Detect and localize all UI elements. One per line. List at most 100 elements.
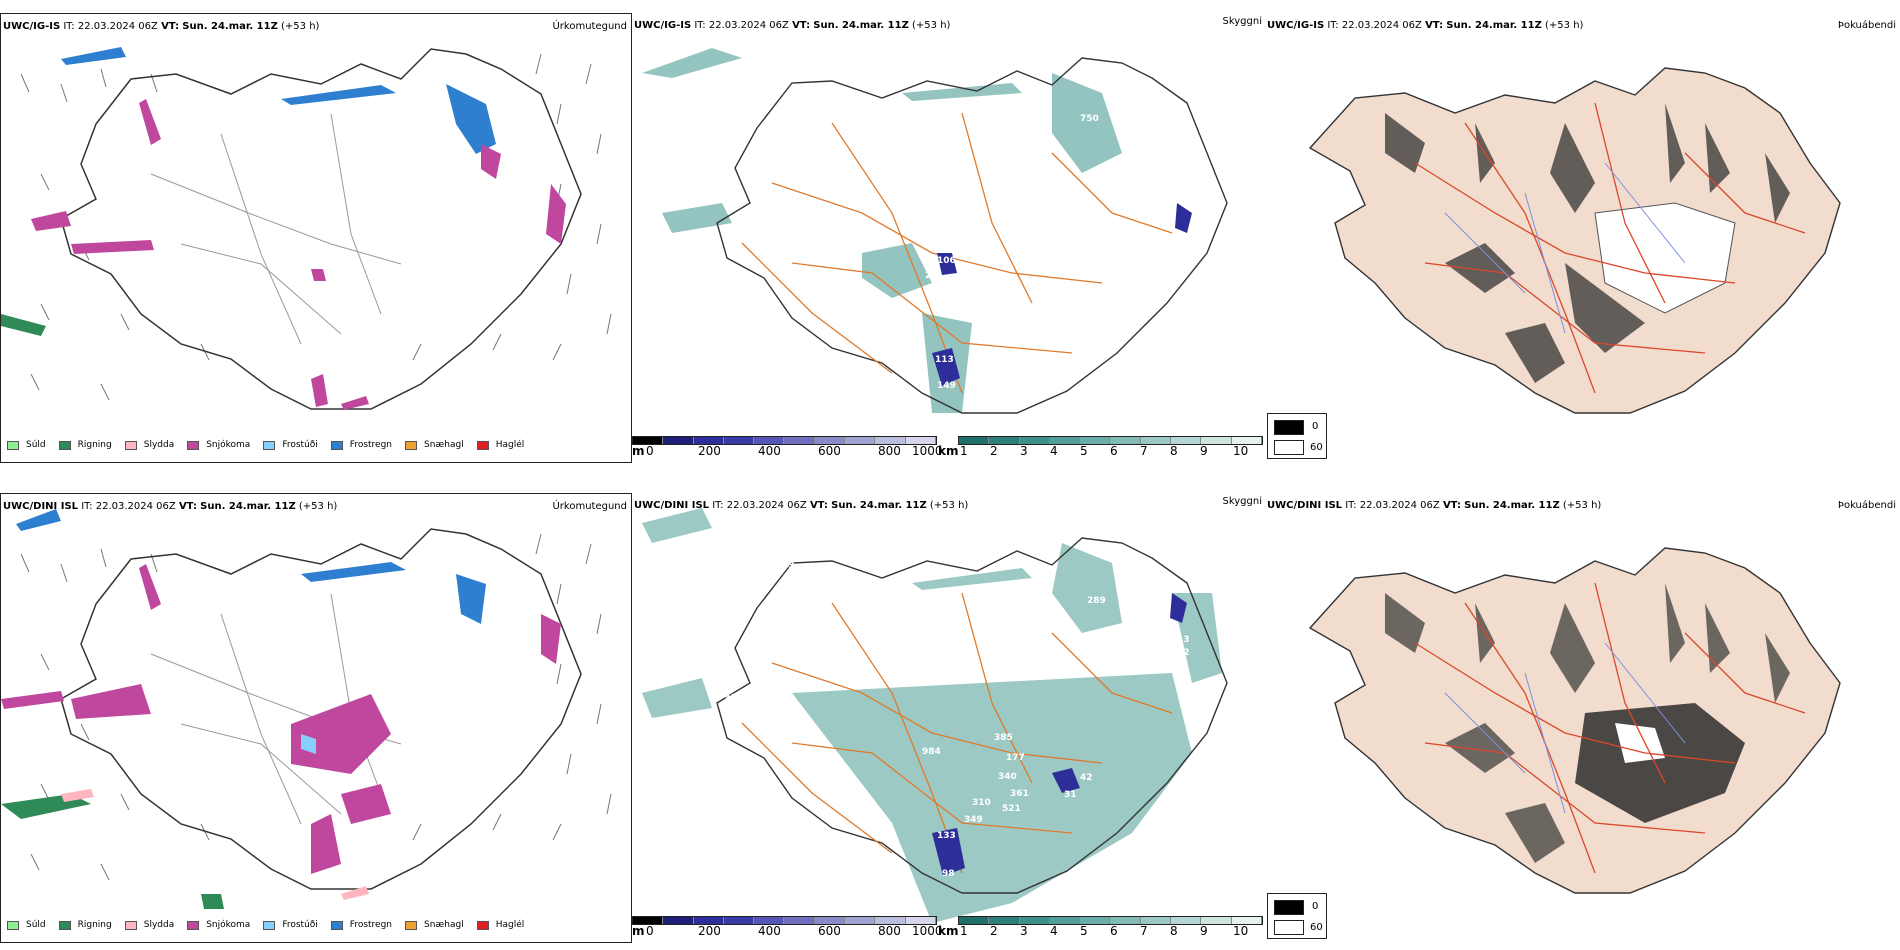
legend-item-frostudi: Frostúði [263, 920, 318, 930]
fog-swatch-white [1274, 440, 1304, 455]
legend-item-frostudi: Frostúði [263, 440, 318, 450]
model-name: UWC/DINI ISL [1267, 500, 1343, 511]
vt-label: VT: [178, 501, 197, 512]
model-name: UWC/DINI ISL [3, 501, 79, 512]
visibility-number: 31 [1064, 790, 1077, 800]
legend-swatch [263, 440, 276, 450]
visibility-m-unit: m [632, 924, 645, 938]
visibility-km-colorbar [958, 436, 1263, 445]
visibility-panel-title: Skyggni [1222, 16, 1262, 27]
visibility-map-row1: UWC/IG-IS IT: 22.03.2024 06Z VT: Sun. 24… [632, 13, 1264, 463]
vt-value: Sun. 24.mar. 11Z [1464, 500, 1560, 511]
visibility-number: 521 [1002, 804, 1021, 814]
lead-time: (+53 h) [281, 21, 320, 32]
visibility-number: 310 [972, 798, 991, 808]
fog-panel-title: Þokuábendi [1837, 20, 1896, 31]
visibility-m-colorbar [632, 916, 937, 925]
precip-map-canvas [1, 47, 612, 410]
it-value: 22.03.2024 06Z [708, 20, 789, 31]
visibility-header-row2: UWC/DINI ISL IT: 22.03.2024 06Z VT: Sun.… [634, 500, 968, 512]
model-name: UWC/IG-IS [634, 20, 692, 31]
model-name: UWC/IG-IS [1267, 20, 1325, 31]
visibility-number: 133 [937, 831, 956, 841]
lead-time: (+53 h) [1562, 500, 1602, 511]
vt-label: VT: [161, 21, 180, 32]
scale-tick: 8 [1170, 444, 1178, 458]
legend-item-slydda: Slydda [124, 920, 174, 930]
lead-time: (+53 h) [912, 20, 951, 31]
scale-tick: 7 [1140, 924, 1148, 938]
visibility-panel-title: Skyggni [1222, 496, 1262, 507]
scale-tick: 1000 [912, 444, 943, 458]
precip-type-map-row1: UWC/IG-IS IT: 22.03.2024 06Z VT: Sun. 24… [0, 13, 632, 463]
it-label: IT: [1327, 20, 1339, 31]
visibility-number: 21 [925, 271, 938, 281]
visibility-number: 361 [1010, 789, 1029, 799]
legend-item-frostregn: Frostregn [330, 440, 392, 450]
vt-label: VT: [1442, 500, 1461, 511]
lead-time: (+53 h) [929, 500, 969, 511]
lead-time: (+53 h) [1545, 20, 1584, 31]
legend-item-haglel: Haglél [476, 440, 525, 450]
it-label: IT: [1345, 500, 1357, 511]
fog-swatch-black [1274, 420, 1304, 435]
legend-item-snaehagl: Snæhagl [405, 440, 464, 450]
fog-legend-row2: 0 60 [1267, 893, 1327, 939]
vt-value: Sun. 24.mar. 11Z [200, 501, 296, 512]
visibility-number: 113 [935, 355, 954, 365]
precip-header-row2: UWC/DINI ISL IT: 22.03.2024 06Z VT: Sun.… [3, 501, 337, 513]
legend-swatch [124, 920, 137, 930]
visibility-km-colorbar [958, 916, 1263, 925]
fog-panel-title: Þokuábendi [1837, 500, 1896, 511]
legend-item-sudl: Súld [7, 440, 46, 450]
fog-label: 0 [1312, 421, 1319, 432]
scale-tick: 9 [1200, 924, 1208, 938]
legend-label: Haglél [495, 920, 525, 930]
visibility-number: 23 [782, 561, 795, 571]
legend-swatch [58, 440, 71, 450]
scale-tick: 7 [1140, 444, 1148, 458]
visibility-number: 42 [1080, 773, 1093, 783]
it-value: 22.03.2024 06Z [1359, 500, 1440, 511]
it-label: IT: [81, 501, 93, 512]
legend-swatch [187, 440, 200, 450]
legend-swatch [476, 920, 489, 930]
scale-tick: 2 [990, 444, 998, 458]
legend-label: Snæhagl [424, 920, 464, 930]
fog-label: 60 [1310, 922, 1323, 933]
vt-value: Sun. 24.mar. 11Z [831, 500, 927, 511]
fog-index-map-row1: UWC/IG-IS IT: 22.03.2024 06Z VT: Sun. 24… [1265, 13, 1900, 443]
visibility-map-canvas [642, 508, 1228, 923]
fog-map-canvas [1308, 547, 1841, 894]
visibility-number: 349 [964, 815, 983, 825]
visibility-number: 62 [1177, 648, 1190, 658]
precip-map-canvas [1, 509, 612, 909]
fog-map-canvas [1308, 67, 1841, 414]
scale-tick: 4 [1050, 444, 1058, 458]
legend-swatch [124, 440, 137, 450]
scale-tick: 4 [1050, 924, 1058, 938]
scale-tick: 400 [758, 444, 781, 458]
vt-label: VT: [792, 20, 811, 31]
scale-tick: 5 [1080, 444, 1088, 458]
scale-tick: 5 [1080, 924, 1088, 938]
visibility-m-unit: m [632, 444, 645, 458]
visibility-number: 177 [1006, 753, 1025, 763]
fog-label: 60 [1310, 442, 1323, 453]
legend-label: Frostúði [282, 920, 318, 930]
vt-value: Sun. 24.mar. 11Z [1446, 20, 1542, 31]
legend-swatch [7, 920, 19, 930]
legend-label: Rigning [77, 920, 112, 930]
visibility-number: 289 [1087, 596, 1106, 606]
vt-label: VT: [1425, 20, 1444, 31]
legend-label: Súld [26, 440, 46, 450]
legend-swatch [405, 440, 418, 450]
legend-label: Haglél [495, 440, 525, 450]
it-label: IT: [694, 20, 706, 31]
visibility-number: 340 [998, 772, 1017, 782]
legend-label: Frostregn [349, 920, 393, 930]
visibility-m-colorbar [632, 436, 937, 445]
lead-time: (+53 h) [298, 501, 338, 512]
legend-item-sudl: Súld [7, 920, 46, 930]
visibility-number: 98 [942, 869, 955, 879]
